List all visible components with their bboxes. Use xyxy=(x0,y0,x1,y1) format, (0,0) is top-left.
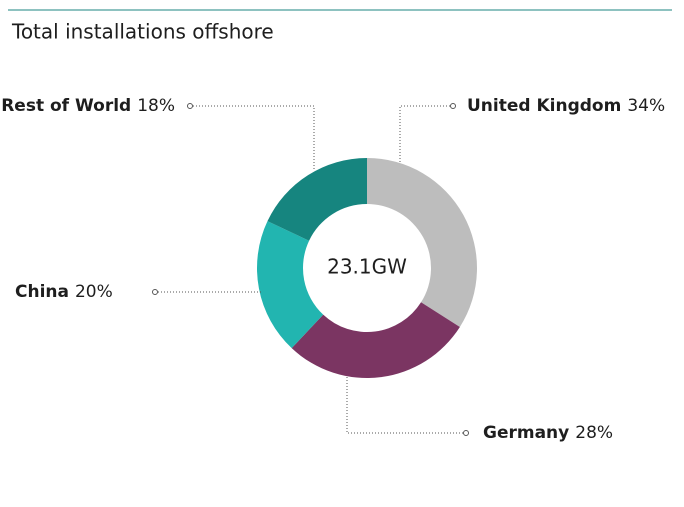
leader-dot xyxy=(450,103,456,109)
donut-segment xyxy=(291,302,460,378)
center-label: 23.1GW xyxy=(327,255,407,279)
chart-title: Total installations offshore xyxy=(11,20,274,44)
donut-segment xyxy=(257,221,324,349)
segment-label: United Kingdom 34% xyxy=(467,96,665,116)
category-name: Rest of World xyxy=(1,96,131,116)
leader-line xyxy=(346,376,466,434)
value-label: 34% xyxy=(627,96,665,116)
leader-dot xyxy=(187,103,193,109)
category-name: China xyxy=(15,282,69,302)
segment-label: Germany 28% xyxy=(483,423,613,443)
leader-dot xyxy=(463,430,469,436)
donut-segment xyxy=(267,158,367,241)
category-name: United Kingdom xyxy=(467,96,621,116)
donut-segment xyxy=(367,158,477,327)
leader-line xyxy=(399,105,453,162)
value-label: 18% xyxy=(137,96,175,116)
segment-label: Rest of World 18% xyxy=(1,96,175,116)
value-label: 20% xyxy=(75,282,113,302)
leader-line xyxy=(190,105,315,170)
segment-label: China 20% xyxy=(15,282,113,302)
leader-dot xyxy=(152,289,158,295)
value-label: 28% xyxy=(575,423,613,443)
category-name: Germany xyxy=(483,423,569,443)
